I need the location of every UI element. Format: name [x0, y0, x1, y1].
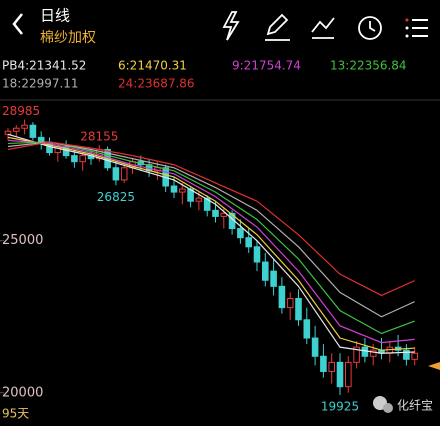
candle-body	[4, 130, 12, 135]
legend-entry: 18:22997.11	[2, 77, 79, 91]
header-title: 日线	[40, 7, 70, 25]
legend-entry: PB4:21341.52	[2, 59, 86, 73]
candle-body	[245, 237, 252, 248]
period-label: 95天	[2, 407, 29, 421]
legend-entry: 9:21754.74	[232, 59, 301, 73]
candle-body	[170, 185, 178, 193]
candle-body	[295, 298, 302, 321]
ma-line	[7, 139, 415, 344]
candle-body	[411, 352, 418, 360]
extreme-label: 28155	[80, 129, 118, 143]
ma-line	[7, 136, 415, 351]
candle-body	[353, 346, 360, 363]
y-tick-label: 20000	[2, 385, 43, 400]
candle-body	[345, 361, 352, 388]
candle-body	[203, 197, 211, 211]
candle-body	[262, 261, 269, 281]
candle-body	[71, 155, 78, 163]
draw-icon[interactable]	[265, 13, 290, 41]
watermark: 化纤宝	[397, 399, 433, 413]
candle-body	[179, 188, 186, 193]
candle-body	[303, 319, 311, 339]
candle-body	[320, 355, 327, 372]
candle-body	[403, 349, 410, 360]
back-button[interactable]	[12, 13, 23, 35]
candle-body	[21, 124, 28, 129]
y-tick-label: 25000	[2, 233, 43, 248]
legend-entry: 24:23687.86	[118, 77, 195, 91]
candle-body	[79, 155, 87, 163]
candle-body	[237, 228, 244, 239]
candle-body	[336, 361, 344, 388]
price-marker	[428, 362, 440, 370]
candle-body	[311, 337, 319, 357]
legend-entry: 6:21470.31	[118, 59, 187, 73]
candle-body	[328, 361, 335, 372]
flash-icon[interactable]	[222, 11, 240, 41]
candle-body	[13, 127, 20, 132]
candle-body	[195, 197, 203, 202]
extreme-label: 28985	[2, 104, 40, 118]
ma-line	[7, 133, 415, 354]
candle-body	[120, 167, 128, 181]
watermark-icon	[373, 396, 393, 413]
header-subtitle: 棉纱加权	[40, 29, 96, 46]
candle-body	[369, 349, 377, 357]
candle-body	[112, 167, 120, 181]
candle-body	[220, 212, 228, 217]
candle-body	[278, 285, 286, 309]
clock-icon[interactable]	[358, 16, 382, 40]
legend-entry: 13:22356.84	[330, 59, 407, 73]
candle-body	[253, 246, 261, 263]
menu-icon[interactable]	[405, 18, 429, 38]
indicator-icon[interactable]	[311, 17, 335, 39]
candle-body	[29, 124, 37, 138]
extreme-label: 26825	[97, 190, 135, 204]
ma-line	[7, 141, 415, 318]
candle-body	[212, 209, 219, 217]
candle-body	[361, 346, 369, 357]
candle-body	[270, 270, 277, 287]
ma-line	[7, 141, 415, 297]
ma-line	[7, 141, 415, 335]
candle-body	[286, 298, 294, 309]
extreme-label: 19925	[321, 400, 359, 414]
